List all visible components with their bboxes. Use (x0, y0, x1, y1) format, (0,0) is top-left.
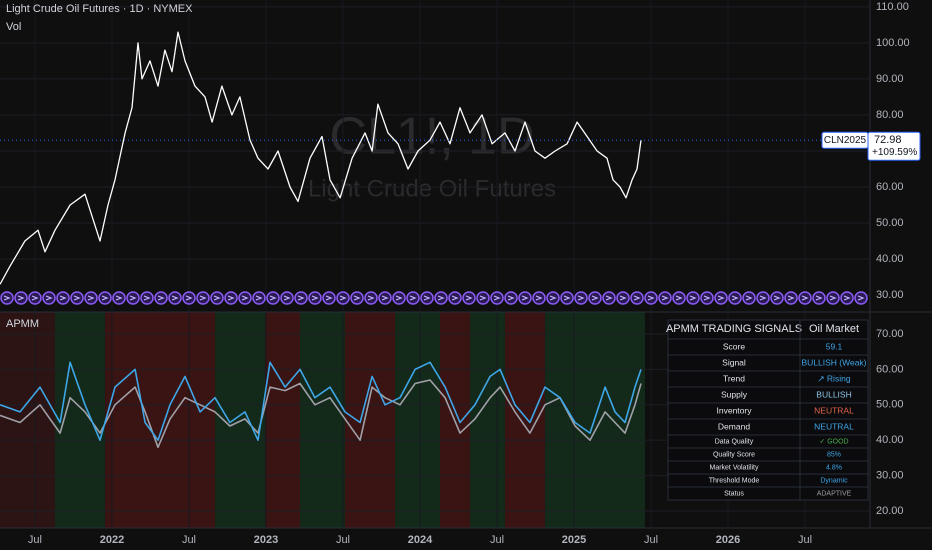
y-tick-label: 30.00 (876, 289, 904, 301)
regime-band (300, 312, 345, 528)
row-label: Trend (723, 373, 745, 383)
row-value: NEUTRAL (814, 421, 854, 431)
x-tick-label: 2022 (100, 534, 124, 546)
row-value: BULLISH (816, 389, 851, 399)
x-tick-label: Jul (490, 534, 504, 546)
x-tick-label: Jul (798, 534, 812, 546)
row-label: Signal (722, 357, 746, 367)
x-tick-label: Jul (644, 534, 658, 546)
row-value: 85% (827, 451, 841, 458)
signals-table: APMM TRADING SIGNALS Oil Market Score 59.1 S… (666, 319, 869, 501)
row-value: NEUTRAL (814, 405, 854, 415)
x-tick-label: Jul (336, 534, 350, 546)
row-label: Market Volatility (709, 464, 759, 471)
row-label: Data Quality (715, 438, 754, 445)
regime-band (105, 312, 215, 528)
table-header: Oil Market (809, 323, 859, 335)
row-value: ADAPTIVE (817, 490, 852, 497)
table-header: APMM TRADING SIGNALS (666, 323, 802, 335)
marks (0, 31, 870, 449)
regime-band (395, 312, 441, 528)
y-tick-label: 20.00 (876, 505, 904, 517)
x-tick-label: 2023 (254, 534, 278, 546)
chart-title: Light Crude Oil Futures · 1D · NYMEX (6, 3, 193, 15)
row-value: 59.1 (826, 341, 843, 351)
x-tick-label: Jul (28, 534, 42, 546)
watermark-name: Light Crude Oil Futures (308, 175, 556, 202)
change-tag-text: +109.59% (872, 147, 917, 158)
regime-band (470, 312, 505, 528)
y-tick-label: 60.00 (876, 363, 904, 375)
y-tick-label: 40.00 (876, 253, 904, 265)
indicator-background (0, 312, 645, 528)
row-label: Score (723, 341, 745, 351)
y-tick-label: 80.00 (876, 109, 904, 121)
row-value: ↗ Rising (817, 373, 850, 383)
regime-band (344, 312, 396, 528)
price-tag (867, 131, 921, 161)
x-tick-label: Jul (182, 534, 196, 546)
regime-band (0, 312, 55, 528)
volume-label: Vol (6, 21, 21, 33)
regime-band (504, 312, 546, 528)
x-tick-label: 2025 (562, 534, 586, 546)
row-label: Inventory (717, 405, 753, 415)
price-line (0, 31, 642, 285)
y-tick-label: 40.00 (876, 434, 904, 446)
y-tick-label: 100.00 (876, 37, 910, 49)
row-label: Quality Score (713, 451, 755, 458)
y-tick-label: 70.00 (876, 328, 904, 340)
row-value: ✓ GOOD (819, 438, 848, 445)
regime-band (54, 312, 106, 528)
grid: 30.00 40.00 50.00 60.00 70.00 80.00 90.00 100.0… (0, 0, 910, 528)
price-line (0, 361, 642, 441)
y-tick-label: 50.00 (876, 217, 904, 229)
price-tag-text: 72.98 (874, 134, 902, 146)
row-value: 4.8% (826, 464, 842, 471)
signal-icons-row (0, 291, 868, 305)
y-tick-label: 50.00 (876, 399, 904, 411)
row-value: BULLISH (Weak) (801, 357, 866, 367)
row-label: Supply (721, 389, 748, 399)
row-label: Status (724, 490, 744, 497)
price-line (0, 379, 642, 449)
x-tick-label: 2026 (716, 534, 740, 546)
x-tick-label: 2024 (408, 534, 433, 546)
y-tick-label: 60.00 (876, 181, 904, 193)
row-value: Dynamic (820, 477, 848, 484)
y-tick-label: 90.00 (876, 73, 904, 85)
table-bg (667, 319, 869, 501)
y-tick-label: 30.00 (876, 469, 904, 481)
row-label: Demand (718, 421, 750, 431)
row-label: Threshold Mode (709, 477, 760, 484)
symbol-tag-text: CLN2025 (824, 135, 867, 146)
regime-band (265, 312, 301, 528)
y-tick-label: 110.00 (876, 1, 909, 13)
indicator-label: APMM (6, 318, 39, 330)
